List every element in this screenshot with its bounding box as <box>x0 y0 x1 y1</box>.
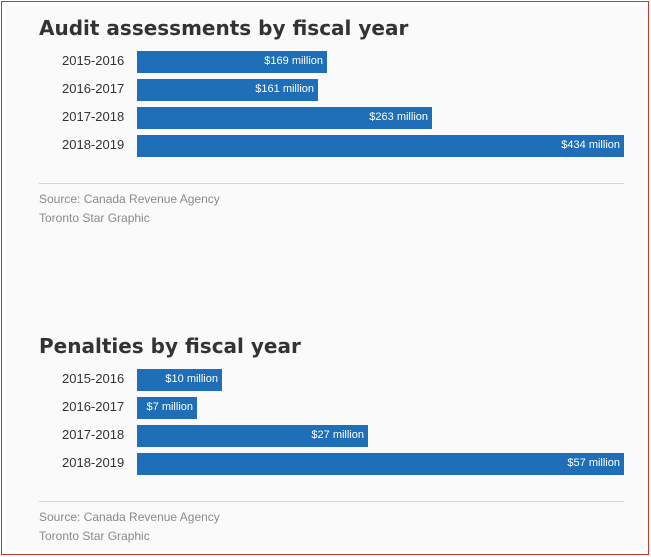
category-label: 2016-2017 <box>62 81 125 96</box>
source-text: Source: Canada Revenue Agency <box>39 510 220 524</box>
bar-rows: 2015-2016 $169 million 2016-2017 $161 milli… <box>6 48 645 166</box>
bar: $10 million <box>137 369 222 391</box>
bar-row: 2016-2017 $7 million <box>6 394 645 422</box>
data-label: $10 million <box>165 373 218 385</box>
bar: $169 million <box>137 51 327 73</box>
bar-row: 2018-2019 $434 million <box>6 132 645 160</box>
category-label: 2017-2018 <box>62 109 125 124</box>
bar: $7 million <box>137 397 197 419</box>
category-label: 2016-2017 <box>62 399 125 414</box>
category-label: 2018-2019 <box>62 137 125 152</box>
bar-row: 2015-2016 $10 million <box>6 366 645 394</box>
data-label: $27 million <box>311 429 364 441</box>
bar: $27 million <box>137 425 368 447</box>
chart-title: Audit assessments by fiscal year <box>39 16 409 40</box>
bar-row: 2016-2017 $161 million <box>6 76 645 104</box>
graphic-background: Audit assessments by fiscal year 2015-20… <box>6 6 645 551</box>
credit-text: Toronto Star Graphic <box>39 529 150 543</box>
bar-row: 2017-2018 $27 million <box>6 422 645 450</box>
bar: $263 million <box>137 107 432 129</box>
bar: $434 million <box>137 135 624 157</box>
chart-title: Penalties by fiscal year <box>39 334 301 358</box>
data-label: $161 million <box>255 83 314 95</box>
bar: $161 million <box>137 79 318 101</box>
data-label: $7 million <box>146 401 193 413</box>
source-block: Source: Canada Revenue Agency Toronto St… <box>39 508 220 546</box>
bar-row: 2018-2019 $57 million <box>6 450 645 478</box>
bar-row: 2015-2016 $169 million <box>6 48 645 76</box>
source-block: Source: Canada Revenue Agency Toronto St… <box>39 190 220 228</box>
data-label: $57 million <box>567 457 620 469</box>
data-label: $169 million <box>264 55 323 67</box>
credit-text: Toronto Star Graphic <box>39 211 150 225</box>
bar-row: 2017-2018 $263 million <box>6 104 645 132</box>
source-text: Source: Canada Revenue Agency <box>39 192 220 206</box>
category-label: 2015-2016 <box>62 371 125 386</box>
category-label: 2017-2018 <box>62 427 125 442</box>
bar: $57 million <box>137 453 624 475</box>
divider <box>39 183 624 184</box>
category-label: 2015-2016 <box>62 53 125 68</box>
data-label: $434 million <box>561 139 620 151</box>
data-label: $263 million <box>369 111 428 123</box>
bar-rows: 2015-2016 $10 million 2016-2017 $7 million 2… <box>6 366 645 484</box>
divider <box>39 501 624 502</box>
category-label: 2018-2019 <box>62 455 125 470</box>
